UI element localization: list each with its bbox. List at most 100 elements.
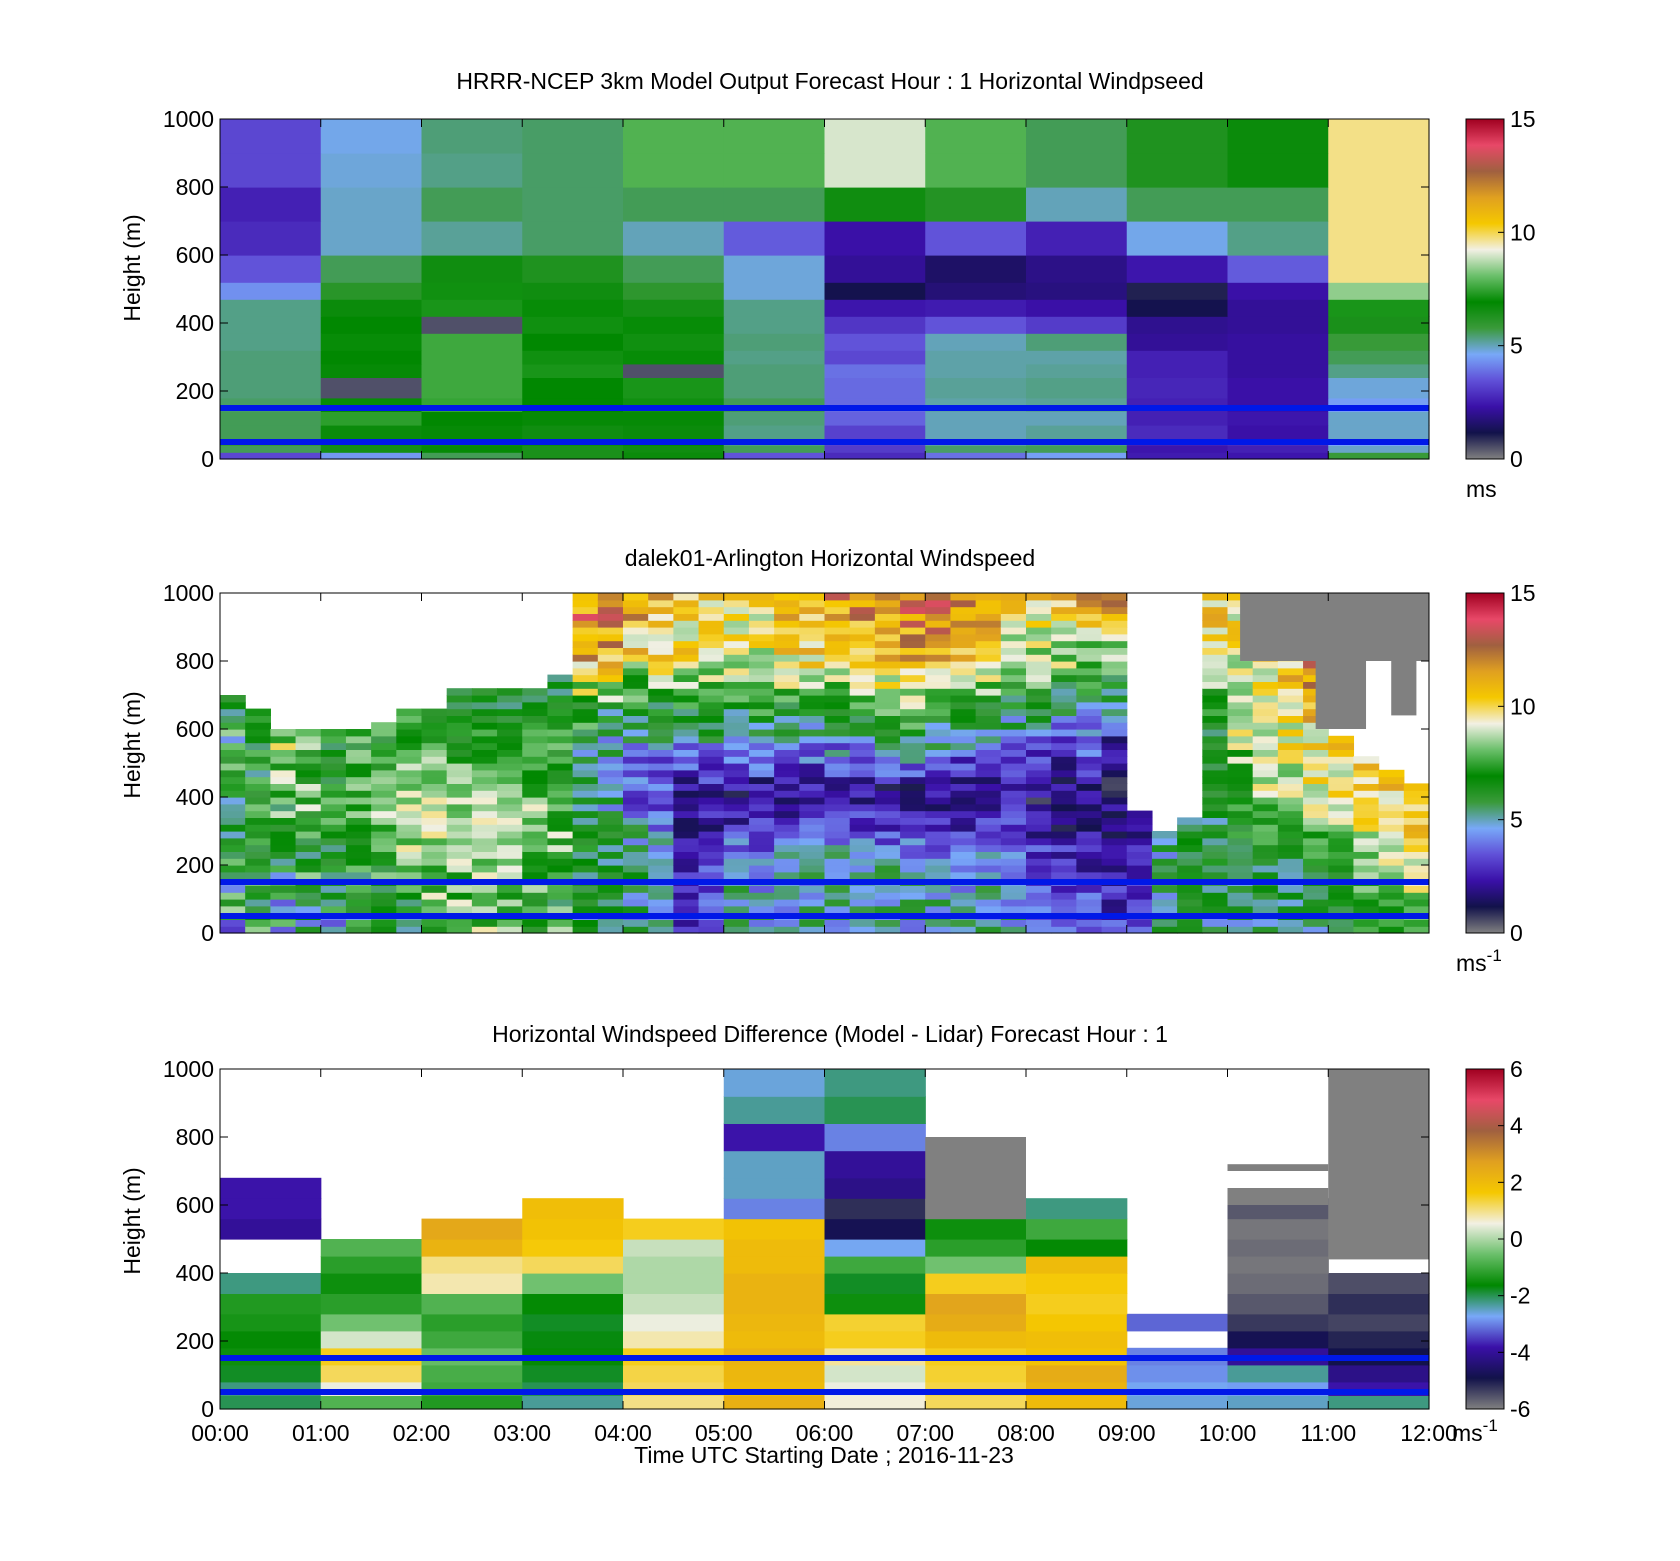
heatmap-cell bbox=[597, 674, 624, 682]
heatmap-cell bbox=[497, 844, 523, 852]
heatmap-cell bbox=[497, 810, 523, 818]
heatmap-cell bbox=[799, 803, 826, 812]
heatmap-cell bbox=[648, 892, 674, 900]
heatmap-cell bbox=[295, 919, 322, 927]
heatmap-cell bbox=[1328, 377, 1430, 399]
heatmap-cell bbox=[1000, 810, 1027, 818]
heatmap-cell bbox=[1076, 824, 1103, 832]
heatmap-cell bbox=[522, 871, 549, 880]
heatmap-cell bbox=[925, 708, 952, 716]
heatmap-cell bbox=[1101, 769, 1128, 778]
heatmap-cell bbox=[421, 1395, 523, 1410]
heatmap-cell bbox=[371, 899, 397, 907]
heatmap-cell bbox=[320, 425, 423, 440]
heatmap-cell bbox=[446, 803, 473, 812]
heatmap-cell bbox=[975, 701, 1002, 710]
heatmap-cell bbox=[471, 769, 498, 778]
heatmap-cell bbox=[396, 742, 423, 750]
heatmap-cell bbox=[371, 905, 397, 914]
heatmap-cell bbox=[1328, 837, 1355, 846]
heatmap-cell bbox=[1227, 817, 1254, 825]
heatmap-cell bbox=[320, 858, 347, 866]
heatmap-cell bbox=[723, 633, 750, 642]
heatmap-cell bbox=[698, 620, 725, 628]
heatmap-cell bbox=[1277, 837, 1304, 846]
heatmap-cell bbox=[874, 735, 901, 744]
heatmap-cell bbox=[874, 905, 901, 914]
y-tick-label: 200 bbox=[176, 852, 214, 878]
heatmap-cell bbox=[774, 892, 800, 900]
heatmap-cell bbox=[1202, 763, 1229, 771]
heatmap-cell bbox=[1252, 899, 1279, 907]
heatmap-cell bbox=[1303, 749, 1329, 757]
heatmap-cell bbox=[1000, 674, 1027, 682]
heatmap-cell bbox=[597, 905, 624, 914]
heatmap-cell bbox=[245, 851, 271, 859]
heatmap-cell bbox=[1353, 776, 1380, 784]
heatmap-cell bbox=[623, 1239, 725, 1257]
heatmap-cell bbox=[1076, 797, 1103, 805]
heatmap-cell bbox=[799, 837, 826, 846]
heatmap-cell bbox=[1252, 865, 1279, 873]
heatmap-cell bbox=[446, 769, 473, 778]
heatmap-cell bbox=[623, 865, 649, 873]
heatmap-cell bbox=[1202, 797, 1229, 805]
heatmap-cell bbox=[950, 701, 977, 710]
heatmap-cell bbox=[1303, 763, 1329, 771]
heatmap-cell bbox=[1328, 299, 1430, 317]
heatmap-cell bbox=[1026, 926, 1052, 934]
heatmap-cell bbox=[900, 905, 926, 914]
heatmap-cell bbox=[748, 783, 775, 791]
heatmap-cell bbox=[1126, 1364, 1229, 1383]
heatmap-cell bbox=[421, 333, 523, 351]
heatmap-cell bbox=[396, 803, 423, 812]
heatmap-cell bbox=[270, 810, 297, 818]
heatmap-cell bbox=[1126, 817, 1153, 825]
heatmap-cell bbox=[623, 667, 649, 676]
panel-model-reference-lines bbox=[220, 405, 1429, 445]
heatmap-cell bbox=[799, 919, 826, 927]
heatmap-cell bbox=[874, 681, 901, 689]
heatmap-cell bbox=[345, 783, 372, 791]
heatmap-cell bbox=[497, 905, 523, 914]
x-tick-label: 08:00 bbox=[997, 1420, 1055, 1446]
heatmap-cell bbox=[1101, 899, 1128, 907]
heatmap-cell bbox=[950, 892, 977, 900]
heatmap-cell bbox=[1277, 871, 1304, 880]
heatmap-cell bbox=[1101, 742, 1128, 750]
heatmap-cell bbox=[396, 722, 423, 730]
heatmap-cell bbox=[522, 1256, 624, 1274]
heatmap-cell bbox=[900, 885, 926, 893]
heatmap-cell bbox=[220, 452, 322, 460]
heatmap-cell bbox=[1101, 688, 1128, 696]
heatmap-cell bbox=[1076, 892, 1103, 900]
heatmap-cell bbox=[1277, 715, 1304, 723]
heatmap-cell bbox=[824, 647, 851, 655]
heatmap-cell bbox=[597, 797, 624, 805]
heatmap-cell bbox=[623, 221, 725, 256]
heatmap-cell bbox=[220, 831, 246, 839]
heatmap-cell bbox=[950, 735, 977, 744]
x-tick-label: 09:00 bbox=[1098, 1420, 1156, 1446]
y-tick-label: 600 bbox=[176, 242, 214, 268]
heatmap-cell bbox=[245, 776, 271, 784]
heatmap-cell bbox=[874, 871, 901, 880]
heatmap-cell bbox=[572, 844, 599, 852]
heatmap-cell bbox=[824, 411, 926, 426]
heatmap-cell bbox=[673, 769, 700, 778]
heatmap-cell bbox=[849, 837, 876, 846]
heatmap-cell bbox=[1227, 674, 1254, 682]
heatmap-cell bbox=[925, 452, 1027, 460]
heatmap-cell bbox=[345, 729, 372, 737]
heatmap-cell bbox=[774, 885, 800, 893]
heatmap-cell bbox=[774, 756, 800, 764]
heatmap-cell bbox=[774, 627, 800, 635]
heatmap-cell bbox=[320, 316, 423, 334]
heatmap-cell bbox=[950, 837, 977, 846]
heatmap-cell bbox=[446, 919, 473, 927]
heatmap-cell bbox=[1328, 153, 1430, 188]
heatmap-cell bbox=[748, 926, 775, 934]
heatmap-cell bbox=[723, 885, 750, 893]
